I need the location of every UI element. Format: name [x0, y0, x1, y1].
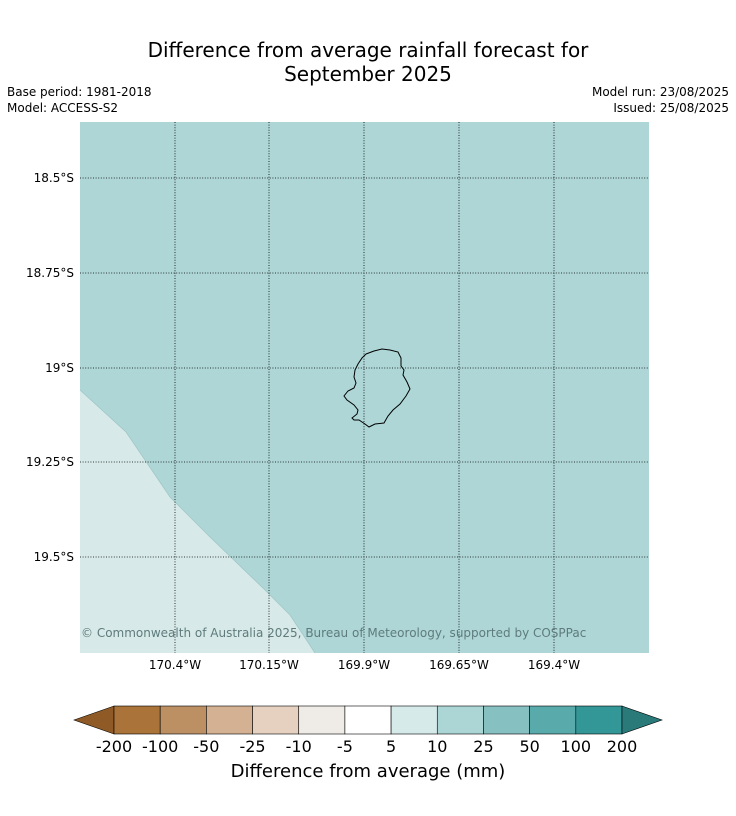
colorbar — [73, 705, 663, 735]
colorbar-tick-label: -50 — [193, 737, 220, 756]
region-boundary — [79, 389, 316, 654]
title-line-1: Difference from average rainfall forecas… — [147, 38, 589, 62]
colorbar-under-arrow — [73, 705, 115, 735]
colorbar-segment — [529, 705, 577, 735]
colorbar-tick-label: 5 — [385, 737, 397, 756]
colorbar-segment — [344, 705, 392, 735]
colorbar-title: Difference from average (mm) — [230, 761, 506, 782]
colorbar-tick-label: -100 — [142, 737, 179, 756]
colorbar-tick-label: -25 — [239, 737, 266, 756]
colorbar-segment — [252, 705, 300, 735]
map-title: Difference from average rainfall forecas… — [0, 38, 736, 86]
colorbar-tick-label: 10 — [427, 737, 448, 756]
island-coastline — [343, 348, 411, 428]
copyright-notice: © Commonwealth of Australia 2025, Bureau… — [81, 626, 587, 640]
colorbar-segment — [206, 705, 253, 735]
colorbar-tick-label: 100 — [560, 737, 592, 756]
colorbar-segment — [298, 705, 346, 735]
colorbar-over-arrow — [621, 705, 663, 735]
region-southwest — [80, 390, 315, 653]
lon-label-169-9: 169.9°W — [337, 658, 391, 672]
colorbar-tick-label: 50 — [519, 737, 540, 756]
colorbar-segment — [159, 705, 207, 735]
lat-label-18-75: 18.75°S — [26, 266, 74, 280]
lon-label-169-4: 169.4°W — [527, 658, 581, 672]
lon-label-170-15: 170.15°W — [239, 658, 299, 672]
colorbar-tick-label: -200 — [95, 737, 133, 756]
base-period: Base period: 1981-2018 — [7, 85, 152, 99]
colorbar-segment — [113, 705, 161, 735]
colorbar-tick-label: -5 — [336, 737, 353, 756]
colorbar-tick-label: -10 — [285, 737, 312, 756]
issued-date: Issued: 25/08/2025 — [613, 101, 729, 115]
colorbar-tick-label: 200 — [606, 737, 638, 756]
colorbar-segment — [436, 705, 484, 735]
lat-label-19-5: 19.5°S — [33, 550, 74, 564]
lat-label-18-5: 18.5°S — [33, 171, 74, 185]
colorbar-segment — [483, 705, 530, 735]
model-run: Model run: 23/08/2025 — [591, 85, 729, 99]
gridlines — [80, 122, 649, 653]
model-name: Model: ACCESS-S2 — [7, 101, 119, 115]
meta-left: Base period: 1981-2018 Model: ACCESS-S2 — [7, 84, 152, 116]
colorbar-segment — [390, 705, 438, 735]
meta-right: Model run: 23/08/2025 Issued: 25/08/2025 — [592, 84, 729, 116]
lon-label-170-4: 170.4°W — [148, 658, 202, 672]
title-line-2: September 2025 — [284, 62, 452, 86]
colorbar-tick-label: 25 — [473, 737, 494, 756]
lat-label-19-25: 19.25°S — [26, 455, 74, 469]
lon-label-169-65: 169.65°W — [429, 658, 489, 672]
colorbar-segment — [575, 705, 623, 735]
lat-label-19: 19°S — [45, 361, 74, 375]
